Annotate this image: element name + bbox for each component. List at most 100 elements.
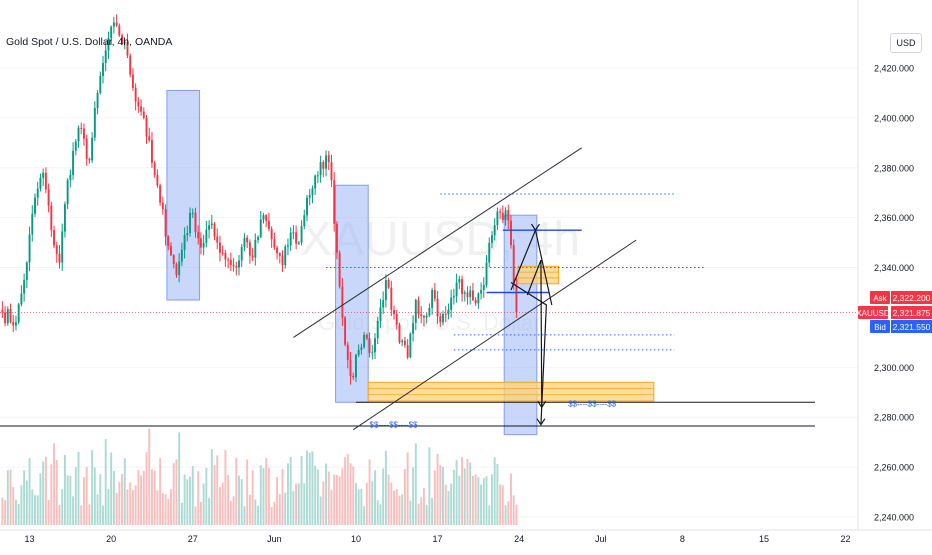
- x-tick-label: 15: [759, 534, 769, 544]
- y-tick-label: 2,260.000: [874, 463, 914, 473]
- volume-bar: [4, 500, 7, 525]
- candle-body: [17, 304, 20, 323]
- volume-bar: [504, 505, 507, 525]
- candle-body: [276, 247, 279, 254]
- candle-body: [300, 226, 303, 243]
- candle-body: [423, 316, 425, 318]
- candle-body: [433, 290, 436, 299]
- volume-bar: [1, 497, 4, 525]
- volume-bar: [425, 505, 428, 525]
- candle-body: [85, 138, 88, 159]
- candle-body: [406, 345, 409, 358]
- volume-bar: [387, 474, 390, 525]
- candle-body: [88, 158, 91, 161]
- candle-body: [425, 315, 428, 318]
- candle-body: [409, 333, 412, 358]
- candle-body: [447, 309, 450, 315]
- candle-body: [363, 334, 366, 348]
- volume-bar: [292, 490, 295, 525]
- channel-upper-line[interactable]: [293, 147, 582, 338]
- volume-bar: [254, 499, 257, 525]
- volume-bar: [110, 452, 113, 525]
- channel-lower-line[interactable]: [352, 239, 637, 431]
- candle-body: [102, 62, 104, 76]
- volume-bar: [251, 470, 254, 525]
- projection-path: [510, 282, 547, 425]
- volume-bar: [303, 483, 306, 525]
- candle-body: [131, 74, 134, 88]
- volume-bar: [12, 486, 15, 525]
- candle-body: [227, 259, 230, 261]
- candle-body: [213, 223, 216, 237]
- candle-body: [333, 180, 336, 224]
- candle-body: [344, 317, 347, 345]
- candle-body: [31, 213, 34, 235]
- candle-body: [493, 225, 496, 236]
- candle-body: [219, 242, 221, 253]
- price-tag-name-bg: [858, 306, 888, 319]
- candle-body: [134, 87, 137, 102]
- candle-body: [278, 253, 281, 256]
- volume-bar: [346, 453, 349, 525]
- candle-body: [461, 279, 463, 294]
- candle-body: [194, 212, 197, 233]
- candle-body: [58, 253, 61, 263]
- volume-bar: [325, 463, 327, 525]
- price-tag-name-bg: [870, 320, 890, 333]
- candle-body: [463, 292, 466, 294]
- candle-body: [28, 234, 31, 263]
- volume-bar: [178, 432, 181, 525]
- volume-bar: [474, 474, 477, 525]
- volume-bar: [314, 465, 317, 525]
- volume-bar: [183, 474, 186, 525]
- candle-body: [156, 175, 159, 186]
- volume-bar: [197, 471, 200, 525]
- candle-body: [420, 314, 423, 317]
- volume-bar: [515, 504, 518, 525]
- candle-body: [178, 261, 181, 276]
- volume-bar: [61, 489, 64, 525]
- volume-bar: [289, 456, 292, 525]
- volume-bar: [276, 477, 279, 525]
- x-tick-label: 10: [351, 534, 361, 544]
- volume-bar: [238, 475, 240, 525]
- volume-bar: [80, 505, 83, 525]
- candle-body: [39, 177, 42, 189]
- candle-body: [273, 239, 276, 248]
- volume-bar: [9, 469, 12, 525]
- volume-bar: [210, 449, 213, 525]
- price-tag-value-bg: [891, 291, 932, 304]
- candle-body: [254, 239, 257, 258]
- volume-bar: [510, 473, 512, 525]
- volume-bar: [297, 483, 300, 525]
- price-axis[interactable]: [858, 0, 932, 550]
- candle-body: [112, 22, 115, 27]
- volume-bar: [17, 503, 20, 525]
- volume-bar: [316, 469, 319, 525]
- candle-body: [183, 235, 186, 250]
- candle-body: [327, 155, 330, 163]
- volume-bar: [156, 490, 159, 525]
- volume-bar: [300, 456, 303, 525]
- candle-body: [491, 235, 493, 243]
- highlight-box: [166, 89, 201, 301]
- candle-body: [259, 219, 262, 238]
- volume-bar: [262, 468, 265, 525]
- x-tick-label: 13: [25, 534, 35, 544]
- volume-bar: [319, 496, 322, 525]
- volume-bar: [439, 465, 442, 525]
- currency-selector[interactable]: USD: [890, 33, 922, 53]
- candle-body: [510, 220, 512, 246]
- price-tag-value: 2,321.875: [893, 308, 931, 318]
- candle-body: [44, 172, 47, 190]
- candle-body: [267, 220, 270, 230]
- volume-bar: [461, 457, 463, 525]
- volume-bar: [287, 463, 289, 525]
- volume-bar: [243, 506, 246, 525]
- candle-body: [129, 55, 132, 75]
- volume-bar: [83, 477, 85, 525]
- volume-bar: [153, 470, 156, 525]
- volume-bar: [330, 489, 333, 525]
